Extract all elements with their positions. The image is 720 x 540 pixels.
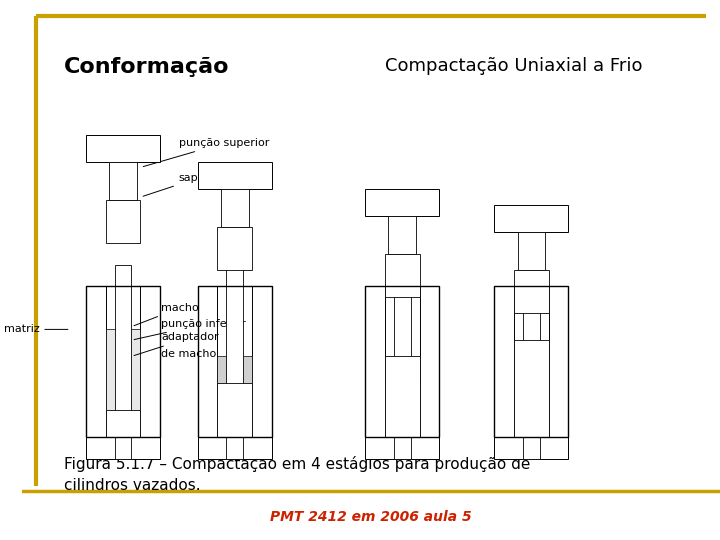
Bar <box>523 265 540 459</box>
Text: punção inferior: punção inferior <box>134 319 246 340</box>
Bar <box>420 286 439 437</box>
Bar <box>86 437 160 459</box>
Text: macho: macho <box>134 303 199 326</box>
Bar <box>86 437 160 459</box>
Bar <box>198 437 271 459</box>
Text: PMT 2412 em 2006 aula 5: PMT 2412 em 2006 aula 5 <box>270 510 472 524</box>
Bar <box>420 286 439 437</box>
Bar <box>495 437 569 459</box>
Bar <box>106 410 140 437</box>
Bar <box>495 286 569 437</box>
Text: cilindros vazados.: cilindros vazados. <box>63 478 200 493</box>
Bar <box>495 437 569 459</box>
FancyBboxPatch shape <box>86 286 106 437</box>
Bar <box>114 265 132 459</box>
Bar <box>198 162 271 189</box>
Bar <box>365 437 439 459</box>
Text: matriz: matriz <box>4 325 68 334</box>
Bar <box>140 286 160 437</box>
Bar <box>549 286 569 437</box>
Text: sapata: sapata <box>143 173 217 196</box>
Bar <box>514 340 549 437</box>
Text: punção superior: punção superior <box>143 138 269 167</box>
Bar <box>217 356 252 437</box>
Bar <box>217 227 252 270</box>
Bar <box>198 286 271 437</box>
Bar <box>385 254 420 297</box>
Bar <box>140 286 160 437</box>
Bar <box>365 437 439 459</box>
Bar <box>518 232 546 270</box>
Bar <box>495 286 514 437</box>
Bar <box>385 356 420 437</box>
Bar <box>549 286 569 437</box>
Bar <box>221 189 248 227</box>
FancyBboxPatch shape <box>198 286 217 437</box>
Bar <box>226 265 243 459</box>
FancyBboxPatch shape <box>495 286 514 437</box>
Bar <box>365 286 439 437</box>
Bar <box>86 135 160 162</box>
Bar <box>86 286 106 437</box>
Text: Figura 5.1.7 – Compactação em 4 estágios para produção de: Figura 5.1.7 – Compactação em 4 estágios… <box>63 456 530 472</box>
Bar <box>365 286 385 437</box>
Bar <box>106 329 140 437</box>
Bar <box>109 162 137 200</box>
Bar <box>514 270 549 313</box>
Text: adaptador: adaptador <box>134 333 219 355</box>
FancyBboxPatch shape <box>365 286 385 437</box>
Text: Compactação Uniaxial a Frio: Compactação Uniaxial a Frio <box>385 57 642 75</box>
Bar <box>106 200 140 243</box>
Bar <box>198 162 271 189</box>
Bar <box>365 189 439 216</box>
Bar <box>394 265 410 459</box>
Bar <box>86 135 160 162</box>
Bar <box>198 286 217 437</box>
Bar <box>252 286 271 437</box>
Bar <box>495 205 569 232</box>
Bar <box>198 437 271 459</box>
Text: de macho: de macho <box>161 349 217 359</box>
Bar <box>385 383 420 437</box>
Bar <box>252 286 271 437</box>
Bar <box>86 286 160 437</box>
Bar <box>217 383 252 437</box>
Bar <box>495 205 569 232</box>
Text: Conformação: Conformação <box>63 57 229 77</box>
Bar <box>514 400 549 437</box>
Bar <box>388 216 416 254</box>
Bar <box>365 189 439 216</box>
